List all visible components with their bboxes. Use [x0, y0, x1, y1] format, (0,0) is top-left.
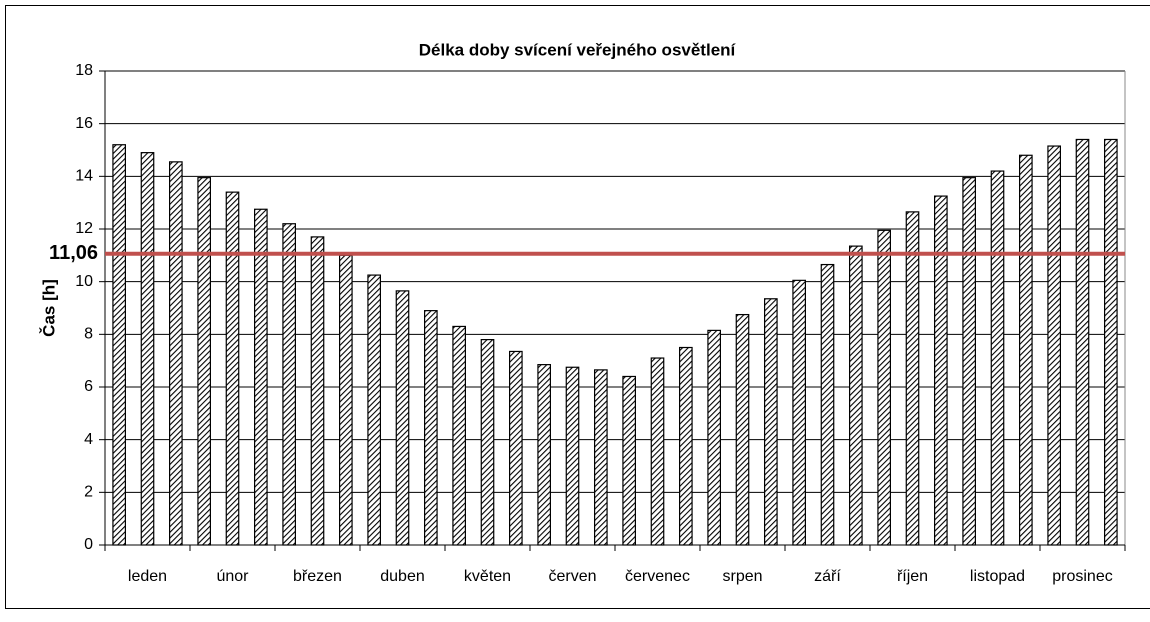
bar — [113, 145, 125, 545]
x-tick-label: srpen — [722, 568, 762, 585]
y-tick-label: 8 — [84, 326, 93, 343]
bar — [255, 209, 267, 545]
y-tick-label: 6 — [84, 378, 93, 395]
bar — [1076, 139, 1088, 545]
bar — [623, 376, 635, 545]
x-tick-label: květen — [464, 568, 511, 585]
x-tick-label: červenec — [625, 568, 690, 585]
bar — [963, 178, 975, 545]
bar — [850, 246, 862, 545]
x-tick-label: říjen — [897, 568, 928, 585]
bar — [283, 224, 295, 545]
x-tick-label: duben — [380, 568, 425, 585]
bar — [595, 370, 607, 545]
x-tick-label: březen — [293, 568, 342, 585]
bar — [226, 192, 238, 545]
bar — [198, 178, 210, 545]
x-tick-label: září — [814, 568, 841, 585]
y-tick-label: 16 — [75, 115, 93, 132]
bar — [793, 280, 805, 545]
bar — [991, 171, 1003, 545]
bar — [878, 230, 890, 545]
y-tick-label: 10 — [75, 273, 93, 290]
bar — [481, 340, 493, 545]
bar — [651, 358, 663, 545]
y-tick-label: 0 — [84, 536, 93, 553]
y-tick-label: 2 — [84, 484, 93, 501]
reference-label: 11,06 — [49, 242, 98, 264]
bar — [538, 365, 550, 545]
y-tick-label: 4 — [84, 431, 93, 448]
x-tick-label: prosinec — [1052, 568, 1112, 585]
bar — [425, 311, 437, 545]
y-tick-label: 18 — [75, 62, 93, 79]
bar — [566, 367, 578, 545]
bar — [396, 291, 408, 545]
y-axis-label: Čas [h] — [39, 279, 58, 337]
x-tick-label: únor — [216, 568, 249, 585]
x-tick-label: červen — [548, 568, 596, 585]
bar — [935, 196, 947, 545]
bar — [736, 315, 748, 545]
bar — [821, 265, 833, 545]
x-tick-label: leden — [128, 568, 167, 585]
bar — [453, 326, 465, 545]
bar — [170, 162, 182, 545]
bar — [510, 351, 522, 545]
bar — [1105, 139, 1117, 545]
x-tick-label: listopad — [970, 568, 1025, 585]
bar — [340, 255, 352, 545]
bar — [1020, 155, 1032, 545]
bar — [368, 275, 380, 545]
bar — [708, 330, 720, 545]
bar — [311, 237, 323, 545]
bar — [141, 153, 153, 545]
bar — [680, 348, 692, 546]
chart-title: Délka doby svícení veřejného osvětlení — [419, 40, 737, 59]
bar — [906, 212, 918, 545]
y-tick-label: 12 — [75, 220, 93, 237]
bar — [1048, 146, 1060, 545]
bar — [765, 299, 777, 545]
y-tick-label: 14 — [75, 168, 93, 185]
